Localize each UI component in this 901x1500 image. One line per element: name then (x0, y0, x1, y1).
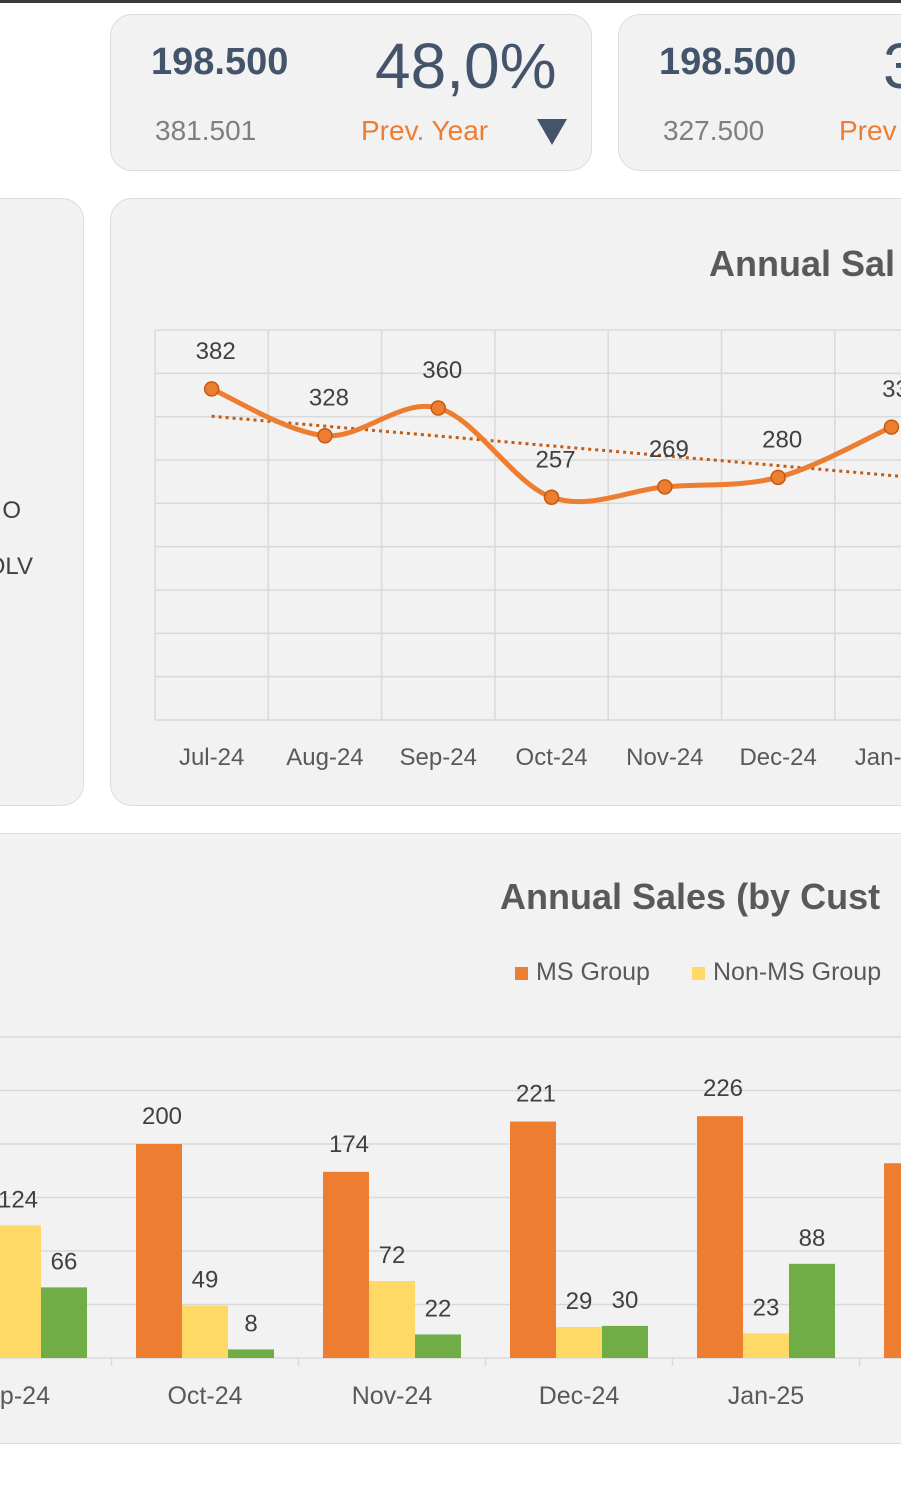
x-tick-label: Sep-24 (400, 744, 477, 771)
data-point (317, 427, 333, 444)
line-chart-title: Annual Sal (709, 243, 896, 284)
kpi-percent: 3 (883, 29, 901, 103)
trendline (211, 414, 901, 478)
bar (0, 1225, 41, 1358)
legend-label: Non-MS Group (713, 958, 882, 986)
data-label: 328 (309, 385, 349, 412)
x-tick-label: Dec-24 (539, 1382, 620, 1410)
bar (228, 1349, 274, 1358)
bar (884, 1163, 901, 1358)
data-label: 66 (51, 1248, 78, 1275)
kpi-value: 198.500 (659, 41, 797, 83)
kpi-card-2: 198.500 327.500 3 Prev (618, 14, 901, 171)
left-panel: O OLV (0, 198, 84, 806)
data-label: 23 (753, 1294, 780, 1321)
data-label: 269 (649, 436, 689, 463)
kpi-value: 198.500 (151, 41, 289, 83)
trend-down-icon (537, 119, 567, 145)
data-label: 221 (516, 1081, 556, 1108)
x-tick-label: Aug-24 (286, 744, 363, 771)
data-label: 29 (566, 1288, 593, 1315)
data-point (430, 400, 446, 416)
bar (323, 1171, 369, 1358)
data-point (657, 479, 673, 495)
bar (182, 1305, 228, 1358)
data-label: 8 (244, 1310, 257, 1337)
x-tick-label: Jul-24 (179, 744, 244, 771)
legend-swatch (692, 967, 705, 980)
left-panel-item: OLV (0, 553, 33, 580)
legend-label: MS Group (536, 958, 650, 986)
data-point (543, 489, 560, 506)
x-tick-label: Jan-25 (855, 744, 901, 771)
data-point (770, 469, 786, 486)
bar (789, 1263, 835, 1358)
x-tick-label: Nov-24 (352, 1382, 433, 1410)
data-label: 174 (329, 1131, 369, 1158)
data-point (203, 381, 220, 397)
bar (41, 1287, 87, 1358)
kpi-compare-label: Prev (839, 115, 897, 146)
legend-non-ms-group: Non-MS Group (692, 958, 881, 987)
kpi-previous: 381.501 (155, 115, 257, 146)
bar (602, 1325, 648, 1358)
data-label: 360 (422, 357, 462, 384)
data-label: 382 (196, 338, 236, 365)
data-point (883, 419, 900, 435)
kpi-card-1: 198.500 381.501 48,0% Prev. Year (110, 14, 592, 171)
left-panel-item: O (2, 497, 21, 524)
bar (697, 1116, 743, 1358)
data-label: 33 (882, 376, 901, 403)
bar (743, 1333, 789, 1358)
bar (369, 1280, 415, 1358)
bar (556, 1326, 602, 1358)
x-tick-label: Dec-24 (739, 744, 816, 771)
bar-chart-title: Annual Sales (by Cust (500, 876, 881, 917)
data-label: 200 (142, 1103, 182, 1130)
legend-ms-group: MS Group (515, 958, 650, 987)
x-tick-label: Nov-24 (626, 744, 703, 771)
kpi-compare-label: Prev. Year (361, 115, 489, 146)
data-label: 280 (762, 426, 802, 453)
kpi-percent: 48,0% (375, 30, 557, 102)
x-tick-label: ep-24 (0, 1382, 50, 1410)
data-label: 22 (425, 1295, 452, 1322)
bar (415, 1334, 461, 1358)
x-tick-label: Oct-24 (167, 1382, 242, 1410)
data-label: 226 (703, 1075, 743, 1102)
line-chart-panel: Annual Sal (110, 198, 901, 806)
bar (510, 1121, 556, 1358)
bar (136, 1144, 182, 1358)
legend-swatch (515, 967, 528, 980)
line-chart: Jul-24 Aug-24 Sep-24 Oct-24 Nov-24 Dec-24 Jan-… (154, 329, 901, 771)
data-label: 49 (192, 1267, 219, 1294)
kpi-previous: 327.500 (663, 115, 765, 146)
data-label: 88 (799, 1225, 826, 1252)
data-label: 124 (0, 1186, 38, 1213)
data-label: 257 (536, 446, 576, 473)
top-header-bar (0, 0, 901, 3)
x-tick-label: Jan-25 (728, 1382, 804, 1410)
bar-chart: ep-24 124 66 Oct-24 200 49 8 Nov-24 174 72 22 Dec-2… (0, 1036, 901, 1410)
x-tick-label: Oct-24 (516, 744, 588, 771)
data-label: 72 (379, 1242, 406, 1269)
data-label: 30 (612, 1287, 639, 1314)
